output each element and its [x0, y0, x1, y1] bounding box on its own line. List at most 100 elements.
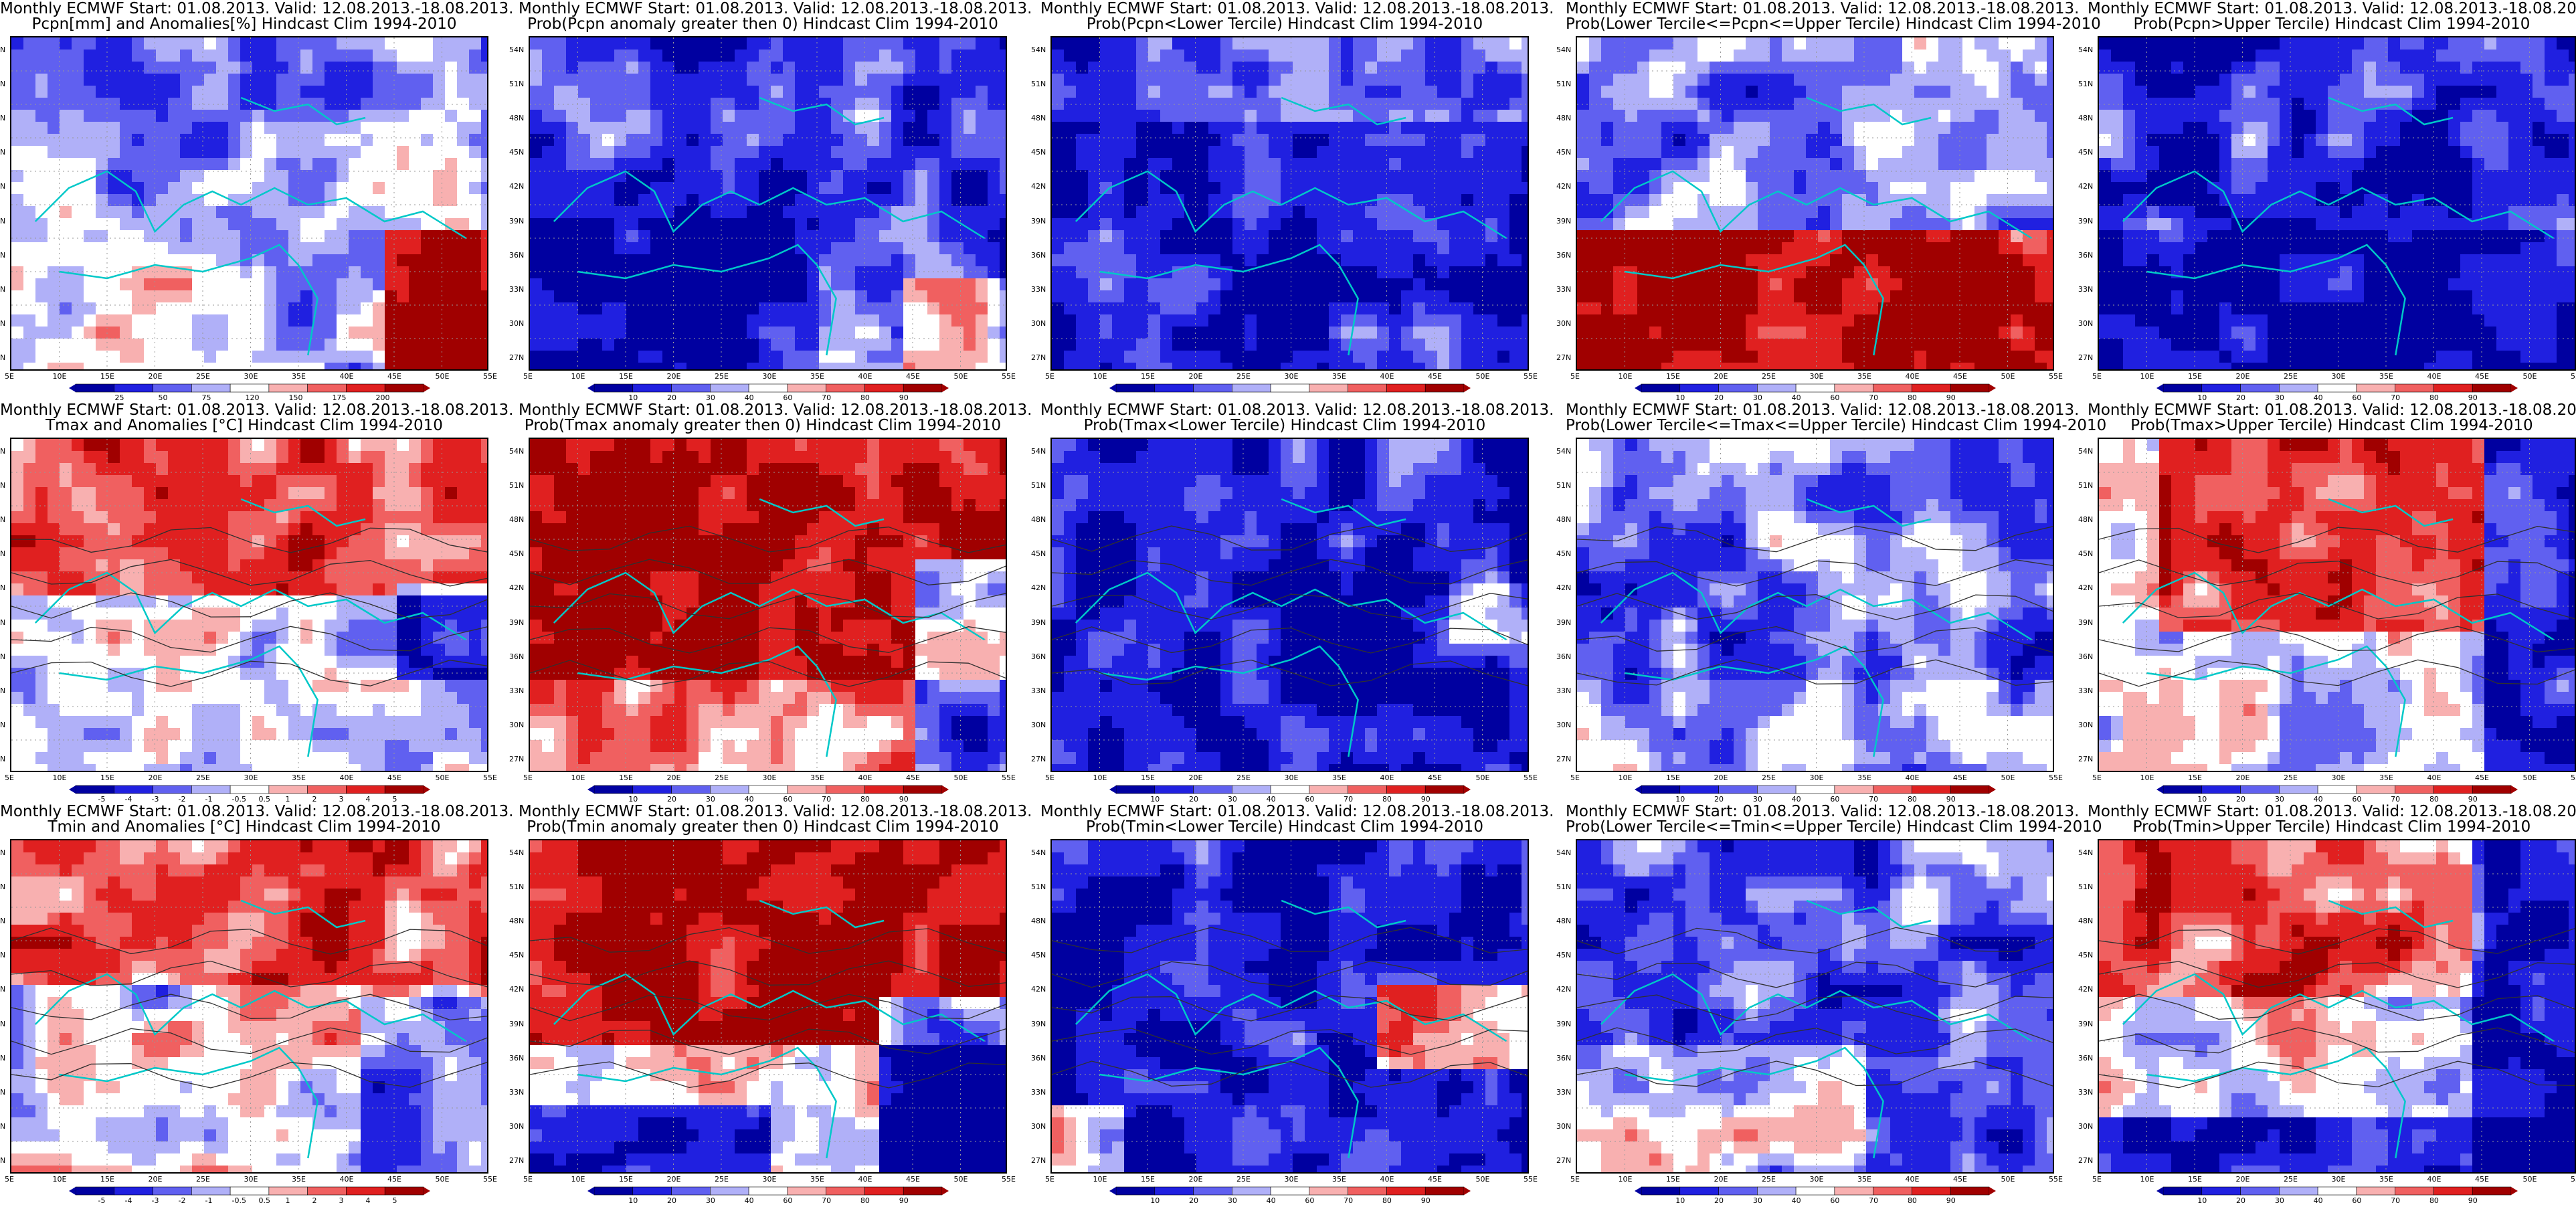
field-cell: [168, 218, 181, 231]
field-cell: [1172, 206, 1185, 219]
field-cell: [1950, 339, 1963, 351]
field-cell: [2047, 242, 2054, 255]
field-cell: [1112, 50, 1125, 62]
field-cell: [1926, 37, 1939, 50]
field-cell: [1758, 170, 1770, 183]
field-cell: [337, 278, 349, 291]
field-cell: [1673, 242, 1686, 255]
field-cell: [711, 110, 723, 122]
field-cell: [1902, 170, 1915, 183]
field-cell: [662, 314, 675, 327]
field-cell: [1770, 327, 1782, 339]
field-cell: [1196, 170, 1209, 183]
field-cell: [1746, 218, 1758, 231]
field-cell: [397, 290, 409, 303]
field-cell: [1950, 254, 1963, 267]
field-cell: [409, 339, 422, 351]
panel-title-line2: Prob(Pcpn<Lower Tercile) Hindcast Clim 1…: [1040, 15, 1529, 33]
field-cell: [542, 266, 555, 279]
field-cell: [951, 37, 964, 50]
field-cell: [11, 134, 24, 147]
field-cell: [554, 86, 567, 98]
field-cell: [373, 170, 385, 183]
field-cell: [240, 290, 253, 303]
field-cell: [1782, 182, 1795, 195]
colorbar-segment: [1950, 384, 1989, 392]
field-cell: [927, 122, 940, 134]
field-cell: [1353, 266, 1366, 279]
field-cell: [469, 50, 482, 62]
field-cell: [1220, 62, 1233, 74]
field-cell: [566, 278, 579, 291]
field-cell: [1232, 110, 1245, 122]
field-cell: [1866, 351, 1879, 363]
field-cell: [2035, 278, 2047, 291]
field-cell: [1112, 218, 1125, 231]
field-cell: [590, 254, 603, 267]
field-cell: [337, 327, 349, 339]
field-cell: [2183, 98, 2196, 110]
field-cell: [1497, 327, 1510, 339]
field-cell: [1449, 146, 1462, 159]
field-cell: [1208, 290, 1221, 303]
field-cell: [409, 62, 422, 74]
field-cell: [1842, 122, 1855, 134]
field-cell: [1401, 363, 1414, 371]
field-cell: [325, 254, 337, 267]
field-cell: [2436, 98, 2449, 110]
field-cell: [1999, 122, 2011, 134]
field-cell: [1449, 110, 1462, 122]
field-cell: [1172, 302, 1185, 315]
field-cell: [1734, 134, 1746, 147]
field-cell: [168, 363, 181, 371]
field-cell: [1000, 254, 1007, 267]
field-cell: [409, 86, 422, 98]
field-cell: [843, 182, 856, 195]
field-cell: [1076, 327, 1089, 339]
field-cell: [337, 182, 349, 195]
field-cell: [168, 351, 181, 363]
field-cell: [1196, 266, 1209, 279]
field-cell: [2472, 37, 2485, 50]
colorbar-extend-low: [1635, 384, 1641, 392]
field-cell: [433, 302, 446, 315]
field-cell: [566, 314, 579, 327]
field-cell: [1461, 74, 1474, 86]
field-cell: [1938, 194, 1951, 207]
field-cell: [1160, 86, 1173, 98]
field-cell: [1878, 230, 1891, 243]
field-cell: [204, 158, 217, 171]
field-cell: [590, 363, 603, 371]
field-cell: [1437, 351, 1450, 363]
field-cell: [2508, 86, 2521, 98]
field-cell: [1577, 86, 1590, 98]
field-cell: [1806, 363, 1819, 371]
field-cell: [976, 50, 988, 62]
field-cell: [361, 74, 373, 86]
field-cell: [988, 170, 1000, 183]
field-cell: [1485, 363, 1498, 371]
field-cell: [144, 194, 157, 207]
field-cell: [48, 146, 60, 159]
field-cell: [1281, 302, 1293, 315]
field-cell: [433, 158, 446, 171]
field-cell: [1770, 37, 1782, 50]
field-cell: [1830, 170, 1843, 183]
field-cell: [2171, 50, 2184, 62]
field-cell: [1974, 218, 1987, 231]
field-cell: [23, 339, 36, 351]
field-cell: [457, 158, 470, 171]
field-cell: [1389, 50, 1402, 62]
field-cell: [578, 206, 591, 219]
field-cell: [11, 327, 24, 339]
field-cell: [60, 290, 72, 303]
field-cell: [1497, 74, 1510, 86]
field-cell: [674, 314, 687, 327]
field-cell: [1782, 242, 1795, 255]
field-cell: [988, 351, 1000, 363]
field-cell: [252, 351, 265, 363]
field-cell: [747, 254, 759, 267]
field-cell: [855, 339, 868, 351]
field-cell: [1220, 86, 1233, 98]
field-cell: [23, 363, 36, 371]
